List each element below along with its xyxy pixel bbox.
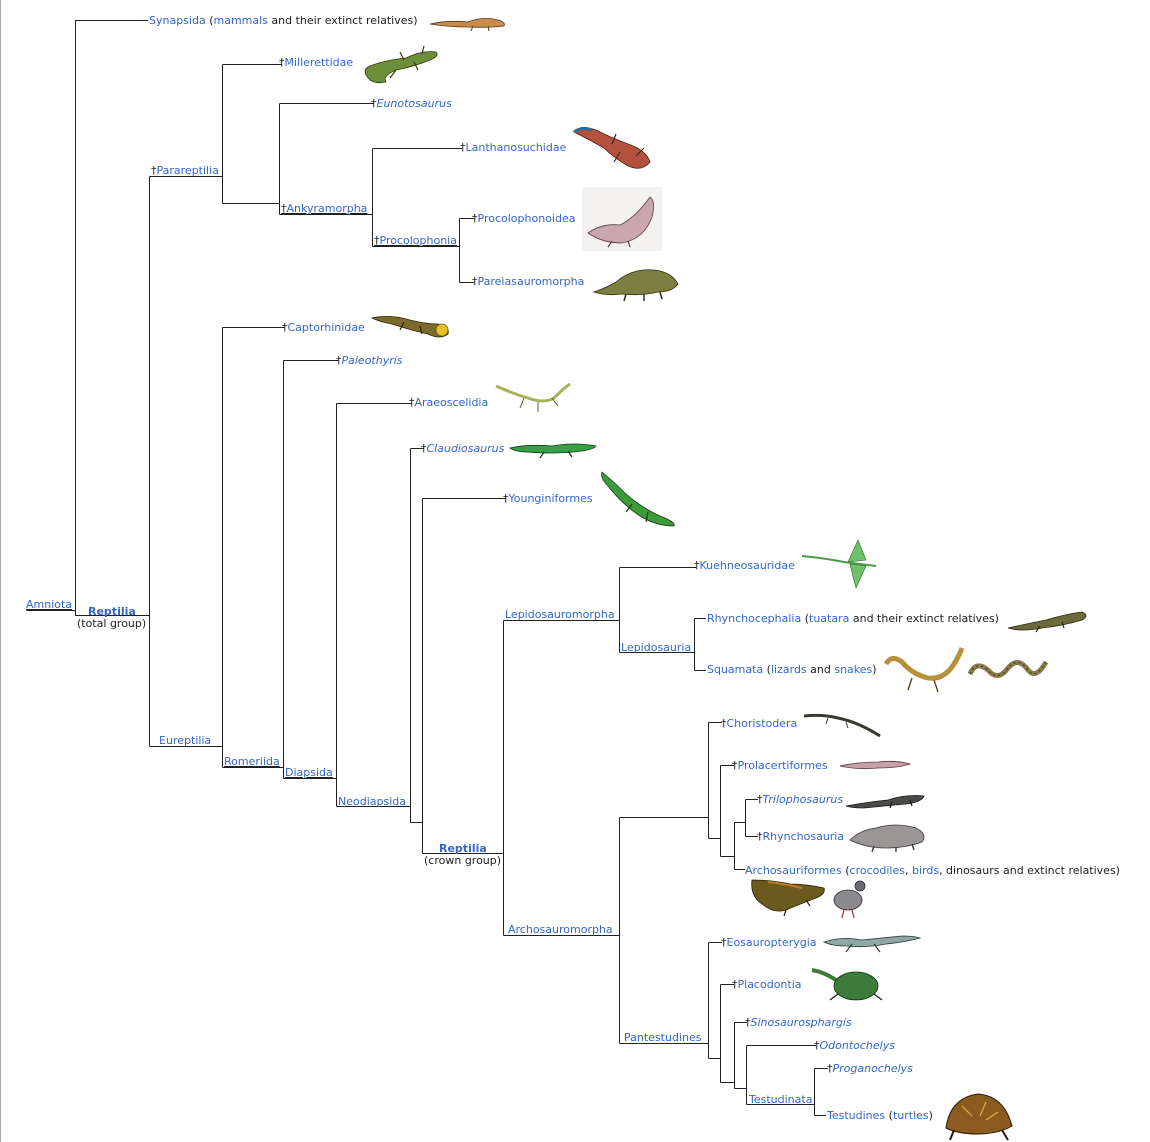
reptilia-crown-note: (crown group)	[424, 854, 502, 867]
node-claudiosaurus[interactable]: †Claudiosaurus	[421, 442, 505, 455]
link-tuatara[interactable]: tuatara	[809, 612, 850, 625]
placodont-illustration	[811, 968, 883, 1001]
reptile-illustration-3	[803, 713, 881, 738]
node-diapsida[interactable]: Diapsida	[285, 766, 333, 779]
tortoise-illustration	[945, 1093, 1013, 1141]
link-birds[interactable]: birds	[911, 864, 940, 877]
node-reptilia-total[interactable]: Reptilia	[88, 605, 136, 618]
lizard-illustration-2	[573, 126, 651, 169]
node-rhynchocephalia[interactable]: Rhynchocephalia (tuatara and their extin…	[707, 612, 999, 625]
crocodile-illustration	[751, 879, 825, 917]
node-pantestudines[interactable]: Pantestudines	[624, 1031, 702, 1044]
lizard-illustration-7	[883, 647, 964, 693]
lizard-illustration-4	[495, 382, 571, 412]
link-snakes[interactable]: snakes	[834, 663, 873, 676]
node-lepidosauromorpha[interactable]: Lepidosauromorpha	[505, 608, 615, 621]
plesiosaur-illustration	[822, 935, 922, 953]
lizard-illustration-8	[845, 795, 925, 809]
node-proganochelys[interactable]: †Proganochelys	[827, 1062, 913, 1075]
link-mammals[interactable]: mammals	[213, 14, 268, 27]
node-testudines[interactable]: Testudines (turtles)	[827, 1109, 933, 1122]
node-paleothyris[interactable]: †Paleothyris	[336, 354, 403, 367]
node-neodiapsida[interactable]: Neodiapsida	[338, 795, 406, 808]
snake-illustration	[967, 660, 1049, 678]
node-reptilia-crown[interactable]: Reptilia	[439, 842, 487, 855]
node-sinosaurosphargis[interactable]: †Sinosaurosphargis	[745, 1016, 852, 1029]
node-pareiasauromorpha[interactable]: †Pareiasauromorpha	[472, 275, 585, 288]
node-rhynchosauria[interactable]: †Rhynchosauria	[757, 830, 845, 843]
reptile-illustration-2	[592, 269, 679, 302]
lizard-illustration-5	[508, 443, 597, 459]
node-archosauromorpha[interactable]: Archosauromorpha	[508, 923, 613, 936]
node-captorhinidae[interactable]: †Captorhinidae	[282, 321, 365, 334]
node-millerettidae[interactable]: †Millerettidae	[279, 56, 354, 69]
node-odontochelys[interactable]: †Odontochelys	[814, 1039, 895, 1052]
node-eosauropterygia[interactable]: †Eosauropterygia	[721, 936, 817, 949]
node-eureptilia[interactable]: Eureptilia	[159, 734, 212, 747]
link-turtles[interactable]: turtles	[892, 1109, 929, 1122]
node-squamata[interactable]: Squamata (lizards and snakes)	[707, 663, 877, 676]
node-amniota[interactable]: Amniota	[26, 598, 73, 611]
gliding-lizard-illustration	[801, 539, 877, 589]
node-archosauriformes[interactable]: Archosauriformes (crocodiles, birds, din…	[745, 864, 1120, 877]
node-younginiformes[interactable]: †Younginiformes	[503, 492, 593, 505]
lizard-illustration-3	[370, 316, 449, 338]
reptilia-total-note: (total group)	[77, 617, 147, 630]
reptile-illustration-5	[849, 824, 925, 852]
node-procolophonia[interactable]: †Procolophonia	[374, 234, 457, 247]
node-procolophonoidea[interactable]: †Procolophonoidea	[472, 212, 576, 225]
node-kuehneosauridae[interactable]: †Kuehneosauridae	[694, 559, 795, 572]
node-placodontia[interactable]: †Placodontia	[732, 978, 802, 991]
node-ankyramorpha[interactable]: †Ankyramorpha	[281, 202, 368, 215]
node-lepidosauria[interactable]: Lepidosauria	[621, 641, 692, 654]
node-prolacertiformes[interactable]: †Prolacertiformes	[732, 759, 828, 772]
node-romeriida[interactable]: Romeriida	[224, 755, 280, 768]
node-araeoscelidia[interactable]: †Araeoscelidia	[409, 396, 489, 409]
link-lizards[interactable]: lizards	[770, 663, 807, 676]
lizard-illustration	[364, 45, 438, 84]
lizard-illustration-6	[601, 471, 675, 527]
node-lanthanosuchidae[interactable]: †Lanthanosuchidae	[460, 141, 567, 154]
link-crocodiles[interactable]: crocodiles	[849, 864, 905, 877]
node-testudinata[interactable]: Testudinata	[749, 1093, 813, 1106]
node-eunotosaurus[interactable]: †Eunotosaurus	[371, 97, 452, 110]
left-border	[0, 0, 1, 1142]
node-synapsida[interactable]: Synapsida (mammals and their extinct rel…	[149, 14, 418, 27]
node-choristodera[interactable]: †Choristodera	[721, 717, 798, 730]
node-trilophosaurus[interactable]: †Trilophosaurus	[757, 793, 844, 806]
node-parareptilia[interactable]: †Parareptilia	[151, 164, 219, 177]
bird-illustration	[833, 880, 866, 919]
synapsid-illustration	[429, 18, 505, 32]
reptile-illustration-4	[839, 760, 912, 770]
tuatara-illustration	[1007, 611, 1087, 633]
reptile-illustration	[582, 187, 662, 251]
